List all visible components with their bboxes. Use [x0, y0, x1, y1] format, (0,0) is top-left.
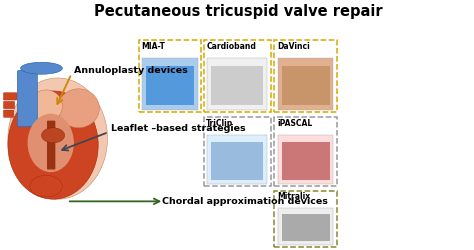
Bar: [278, 58, 333, 110]
Text: Mitralix: Mitralix: [277, 192, 310, 201]
Bar: [203, 117, 271, 186]
Ellipse shape: [41, 128, 64, 143]
Bar: [139, 40, 201, 112]
Text: TriClip: TriClip: [206, 119, 234, 128]
Bar: [274, 117, 337, 186]
FancyBboxPatch shape: [47, 120, 55, 170]
Bar: [207, 135, 267, 184]
Ellipse shape: [8, 78, 108, 199]
Text: Cardioband: Cardioband: [206, 42, 256, 51]
Bar: [278, 135, 333, 184]
FancyBboxPatch shape: [3, 101, 15, 109]
Bar: [146, 66, 194, 105]
Ellipse shape: [58, 89, 100, 128]
Bar: [274, 40, 337, 112]
Bar: [207, 58, 267, 110]
FancyBboxPatch shape: [3, 110, 14, 118]
Title: Pecutaneous tricuspid valve repair: Pecutaneous tricuspid valve repair: [94, 4, 383, 19]
Bar: [278, 208, 333, 245]
FancyBboxPatch shape: [18, 70, 37, 127]
FancyBboxPatch shape: [3, 93, 17, 100]
Ellipse shape: [8, 91, 98, 199]
Bar: [282, 142, 329, 180]
Text: iPASCAL: iPASCAL: [277, 119, 312, 128]
Bar: [282, 66, 329, 105]
Ellipse shape: [27, 114, 74, 172]
Bar: [282, 214, 329, 242]
Text: Annuloplasty devices: Annuloplasty devices: [74, 66, 188, 75]
Text: DaVinci: DaVinci: [277, 42, 310, 51]
Ellipse shape: [30, 175, 62, 197]
Bar: [274, 190, 337, 247]
Ellipse shape: [30, 90, 62, 122]
Text: Chordal approximation devices: Chordal approximation devices: [162, 197, 328, 206]
Text: Leaflet –based strategies: Leaflet –based strategies: [111, 124, 246, 133]
Ellipse shape: [21, 62, 62, 74]
Bar: [142, 58, 198, 110]
Bar: [203, 40, 271, 112]
Bar: [211, 66, 263, 105]
Bar: [211, 142, 263, 180]
Text: MIA-T: MIA-T: [142, 42, 165, 51]
